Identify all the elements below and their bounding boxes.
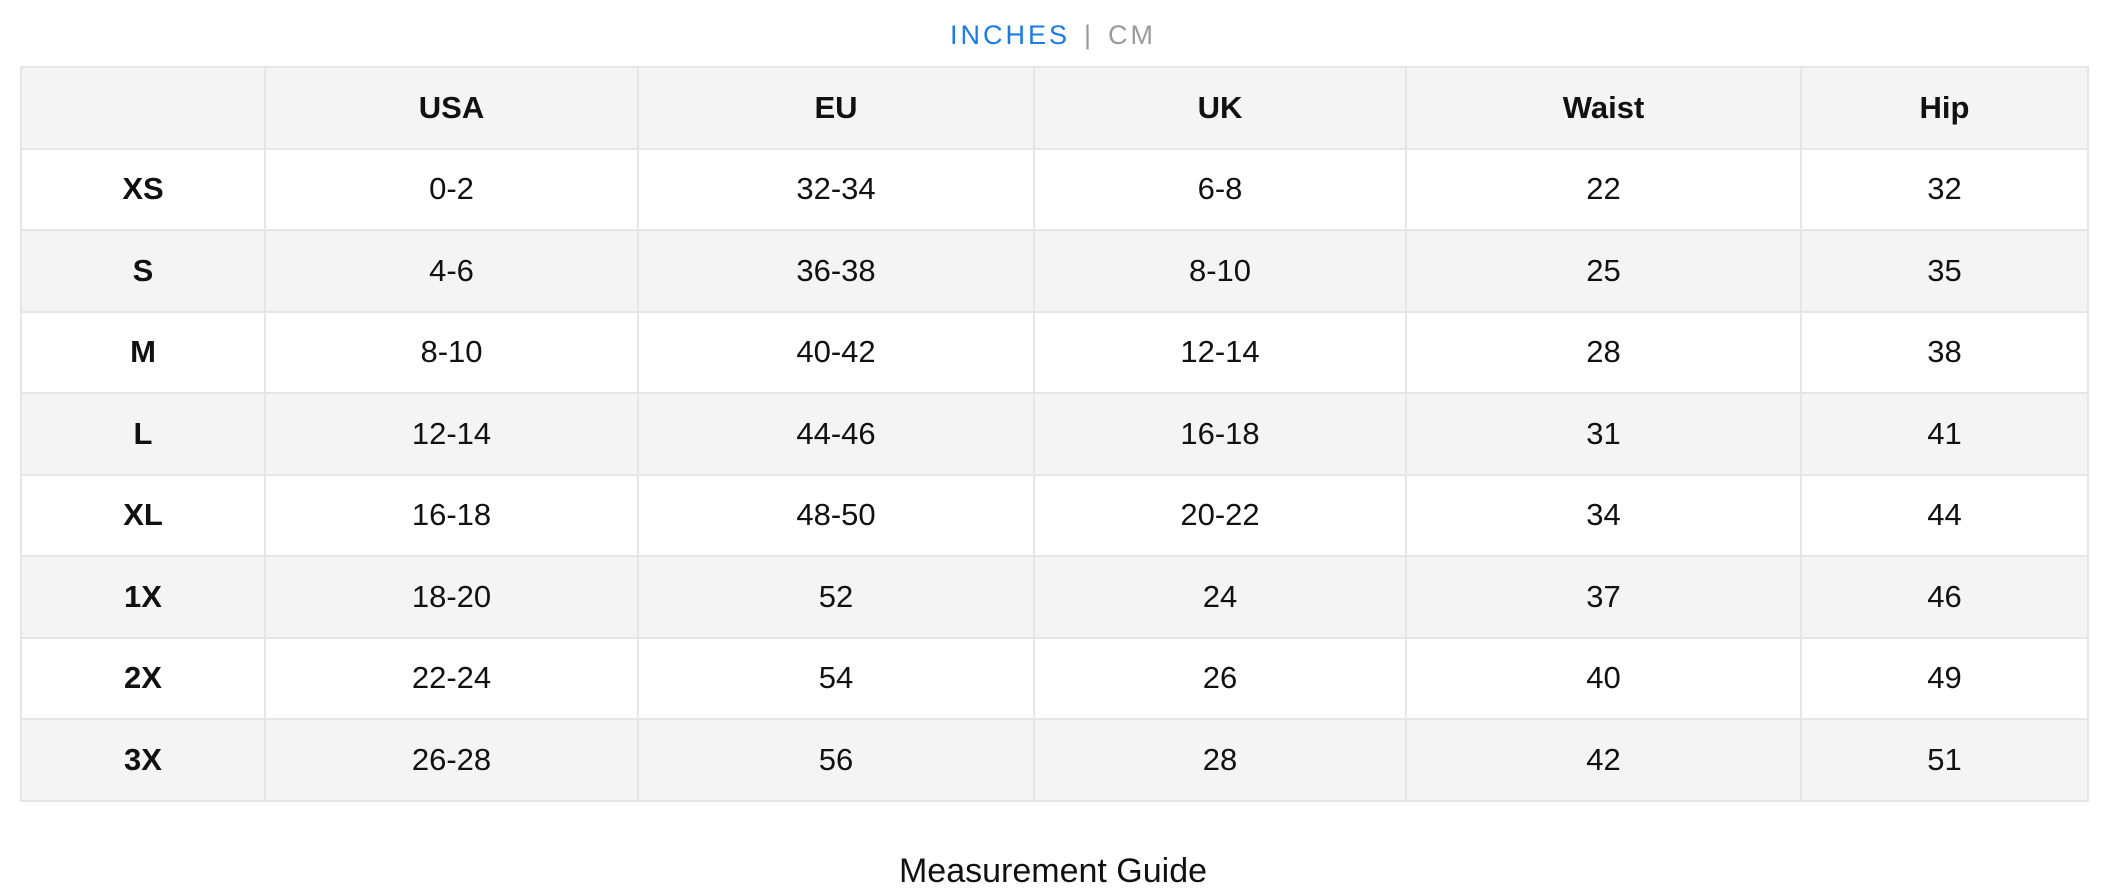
table-cell: 24 xyxy=(1033,555,1407,639)
table-cell: 28 xyxy=(1033,718,1407,802)
table-cell: 41 xyxy=(1800,392,2089,476)
column-header-hip: Hip xyxy=(1800,66,2089,150)
column-header-uk: UK xyxy=(1033,66,1407,150)
table-row: XS 0-2 32-34 6-8 22 32 xyxy=(20,147,2089,231)
table-cell: 8-10 xyxy=(264,310,639,394)
size-label: S xyxy=(20,229,266,313)
inches-toggle[interactable]: INCHES xyxy=(949,20,1070,50)
size-label: 3X xyxy=(20,718,266,802)
table-cell: 40 xyxy=(1405,636,1802,720)
table-cell: 38 xyxy=(1800,310,2089,394)
table-cell: 44-46 xyxy=(637,392,1035,476)
table-cell: 0-2 xyxy=(264,147,639,231)
table-cell: 8-10 xyxy=(1033,229,1407,313)
table-cell: 36-38 xyxy=(637,229,1035,313)
table-row: 3X 26-28 56 28 42 51 xyxy=(20,718,2089,802)
table-cell: 18-20 xyxy=(264,555,639,639)
size-label: XS xyxy=(20,147,266,231)
table-cell: 48-50 xyxy=(637,473,1035,557)
table-cell: 37 xyxy=(1405,555,1802,639)
table-row: M 8-10 40-42 12-14 28 38 xyxy=(20,310,2089,394)
table-cell: 12-14 xyxy=(264,392,639,476)
table-cell: 32 xyxy=(1800,147,2089,231)
table-cell: 51 xyxy=(1800,718,2089,802)
table-cell: 52 xyxy=(637,555,1035,639)
table-cell: 31 xyxy=(1405,392,1802,476)
measurement-guide-heading: Measurement Guide xyxy=(898,852,1208,890)
column-header-waist: Waist xyxy=(1405,66,1802,150)
size-label: 2X xyxy=(20,636,266,720)
table-cell: 40-42 xyxy=(637,310,1035,394)
unit-separator: | xyxy=(1084,20,1095,50)
table-cell: 42 xyxy=(1405,718,1802,802)
table-cell: 20-22 xyxy=(1033,473,1407,557)
table-cell: 34 xyxy=(1405,473,1802,557)
table-row: 1X 18-20 52 24 37 46 xyxy=(20,555,2089,639)
table-cell: 16-18 xyxy=(1033,392,1407,476)
table-cell: 28 xyxy=(1405,310,1802,394)
table-cell: 25 xyxy=(1405,229,1802,313)
table-cell: 35 xyxy=(1800,229,2089,313)
table-row: S 4-6 36-38 8-10 25 35 xyxy=(20,229,2089,313)
size-label: 1X xyxy=(20,555,266,639)
size-label: L xyxy=(20,392,266,476)
table-cell: 4-6 xyxy=(264,229,639,313)
table-cell: 44 xyxy=(1800,473,2089,557)
column-header-usa: USA xyxy=(264,66,639,150)
table-cell: 56 xyxy=(637,718,1035,802)
table-cell: 12-14 xyxy=(1033,310,1407,394)
table-row: L 12-14 44-46 16-18 31 41 xyxy=(20,392,2089,476)
table-cell: 49 xyxy=(1800,636,2089,720)
table-cell: 16-18 xyxy=(264,473,639,557)
table-row: 2X 22-24 54 26 40 49 xyxy=(20,636,2089,720)
table-cell: 26 xyxy=(1033,636,1407,720)
table-cell: 22 xyxy=(1405,147,1802,231)
table-header-row: USA EU UK Waist Hip xyxy=(20,66,2089,150)
table-cell: 26-28 xyxy=(264,718,639,802)
unit-toggle: INCHES | CM xyxy=(0,20,2106,51)
size-label: M xyxy=(20,310,266,394)
size-chart-table: USA EU UK Waist Hip XS 0-2 32-34 6-8 22 32 S 4-6 36-… xyxy=(20,66,2089,802)
table-cell: 46 xyxy=(1800,555,2089,639)
table-row: XL 16-18 48-50 20-22 34 44 xyxy=(20,473,2089,557)
cm-toggle[interactable]: CM xyxy=(1108,20,1157,50)
table-cell: 54 xyxy=(637,636,1035,720)
table-cell: 6-8 xyxy=(1033,147,1407,231)
size-label: XL xyxy=(20,473,266,557)
column-header-eu: EU xyxy=(637,66,1035,150)
table-cell: 22-24 xyxy=(264,636,639,720)
column-header-size xyxy=(20,66,266,150)
table-cell: 32-34 xyxy=(637,147,1035,231)
